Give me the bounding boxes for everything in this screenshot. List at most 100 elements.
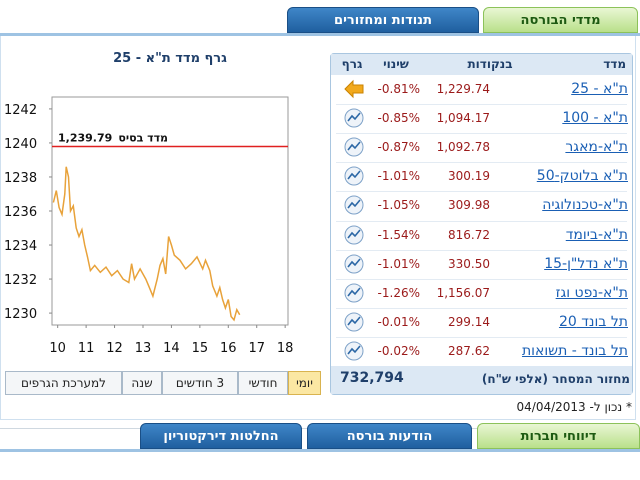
table-summary — [331, 366, 632, 394]
row-divider — [336, 104, 627, 106]
graph-icon[interactable] — [343, 136, 365, 158]
x-tick-label: 13 — [135, 341, 152, 356]
x-tick-label: 10 — [49, 341, 66, 356]
icon-line — [347, 316, 361, 326]
index-chart: גרף מדד ת"א - 25 1230 1232 1234 1236 1238 124… — [4, 51, 294, 356]
x-tick-label: 17 — [248, 341, 265, 356]
row-divider — [336, 162, 627, 164]
table-header-cell: בנקודות — [467, 57, 513, 71]
icon-line — [347, 170, 361, 180]
index-points: 1,156.07 — [436, 285, 490, 300]
row-divider — [336, 220, 627, 222]
selected-graph-icon[interactable] — [343, 78, 365, 100]
index-table — [330, 53, 633, 395]
row-divider — [336, 278, 627, 280]
index-name[interactable]: ת"א - 100 — [562, 110, 628, 127]
index-points: 309.98 — [448, 198, 490, 213]
graph-icon[interactable] — [343, 282, 365, 304]
x-tick-label: 18 — [277, 341, 294, 356]
icon-line — [347, 228, 361, 238]
graph-icon[interactable] — [343, 311, 365, 333]
index-change: -0.85% — [377, 111, 420, 126]
icon-line — [347, 287, 361, 297]
index-change: -1.01% — [377, 256, 420, 271]
index-points: 1,092.78 — [436, 140, 490, 155]
x-tick-label: 15 — [192, 341, 209, 356]
index-points: 1,094.17 — [436, 111, 490, 126]
index-change: -1.26% — [377, 285, 420, 300]
tab[interactable]: הודעות בורסה — [307, 423, 472, 449]
index-change: -0.87% — [377, 140, 420, 155]
index-change: -0.02% — [377, 343, 420, 358]
table-header — [331, 54, 632, 75]
icon-line — [347, 258, 361, 268]
icon-line — [347, 141, 361, 151]
row-divider — [336, 249, 627, 251]
y-tick-label: 1234 — [4, 239, 37, 254]
tab[interactable]: דיווחי חברות — [477, 423, 640, 449]
x-tick-label: 12 — [106, 341, 123, 356]
graph-icon[interactable] — [343, 340, 365, 362]
index-name[interactable]: תל בונד 20 — [558, 313, 628, 330]
index-points: 1,229.74 — [436, 82, 490, 96]
chart-title: גרף מדד ת"א - 25 — [113, 51, 227, 66]
y-tick-label: 1240 — [4, 137, 37, 152]
base-line-label: מדד בסיס — [118, 132, 168, 145]
table-header-cell: גרף — [341, 57, 363, 71]
index-points: 299.14 — [448, 314, 490, 329]
index-name[interactable]: ת"א-מאגר — [565, 139, 628, 156]
chart-button[interactable]: יומי — [288, 371, 321, 395]
graph-icon[interactable] — [343, 224, 365, 246]
x-tick-label: 14 — [163, 341, 180, 356]
index-name[interactable]: תל בונד - תשואות — [521, 342, 628, 359]
graph-icon[interactable] — [343, 194, 365, 216]
row-divider — [336, 133, 627, 135]
icon-line — [347, 345, 361, 355]
index-name[interactable]: ת"א-ביומד — [565, 226, 628, 243]
panel — [0, 36, 636, 420]
graph-icon[interactable] — [343, 107, 365, 129]
icon-line — [347, 199, 361, 209]
graph-icon[interactable] — [343, 165, 365, 187]
table-header-cell: שינוי — [383, 57, 409, 71]
chart-button[interactable]: 3 חודשים — [162, 371, 238, 395]
chart-button[interactable]: למערכת הגרפים — [5, 371, 122, 395]
x-tick-label: 16 — [220, 341, 237, 356]
y-tick-label: 1238 — [4, 171, 37, 186]
index-name[interactable]: ת"א בלוטק-50 — [536, 168, 628, 185]
y-tick-label: 1236 — [4, 205, 37, 220]
tab[interactable]: מדדי הבורסה — [483, 7, 638, 33]
base-line-value: 1,239.79 — [58, 132, 112, 145]
index-name[interactable]: ת"א נדל"ן-15 — [544, 255, 628, 272]
index-points: 300.19 — [448, 169, 490, 184]
y-tick-label: 1232 — [4, 273, 37, 288]
chart-button[interactable]: שנה — [122, 371, 162, 395]
turnover-value: 732,794 — [340, 370, 404, 386]
tab-strip — [0, 33, 640, 36]
index-name[interactable]: ת"א - 25 — [571, 81, 628, 97]
index-line — [52, 166, 241, 322]
graph-icon[interactable] — [343, 253, 365, 275]
tab[interactable]: החלטות דירקטוריון — [140, 423, 302, 449]
index-change: -1.54% — [377, 227, 420, 242]
turnover-label: מחזור המסחר (אלפי ש"ח) — [481, 372, 630, 386]
plot-area — [51, 96, 289, 326]
index-change: -1.05% — [377, 198, 420, 213]
index-points: 816.72 — [448, 227, 490, 242]
index-name[interactable]: ת"א-נפט וגז — [555, 284, 628, 301]
index-points: 330.50 — [448, 256, 490, 271]
row-divider — [336, 191, 627, 193]
row-divider — [336, 336, 627, 338]
chart-button[interactable]: חודשי — [238, 371, 288, 395]
arrow — [344, 79, 364, 99]
footer-note: * נכון ל- 04/04/2013 — [516, 400, 632, 414]
index-name[interactable]: ת"א-טכנולוגיה — [542, 197, 628, 214]
table-header-cell: מדד — [603, 57, 626, 71]
index-points: 287.62 — [448, 343, 490, 358]
index-change: -0.81% — [377, 82, 420, 96]
y-tick-label: 1230 — [4, 307, 37, 322]
x-tick-label: 11 — [78, 341, 95, 356]
tab[interactable]: תנודות ומחזורים — [287, 7, 479, 33]
index-change: -0.01% — [377, 314, 420, 329]
